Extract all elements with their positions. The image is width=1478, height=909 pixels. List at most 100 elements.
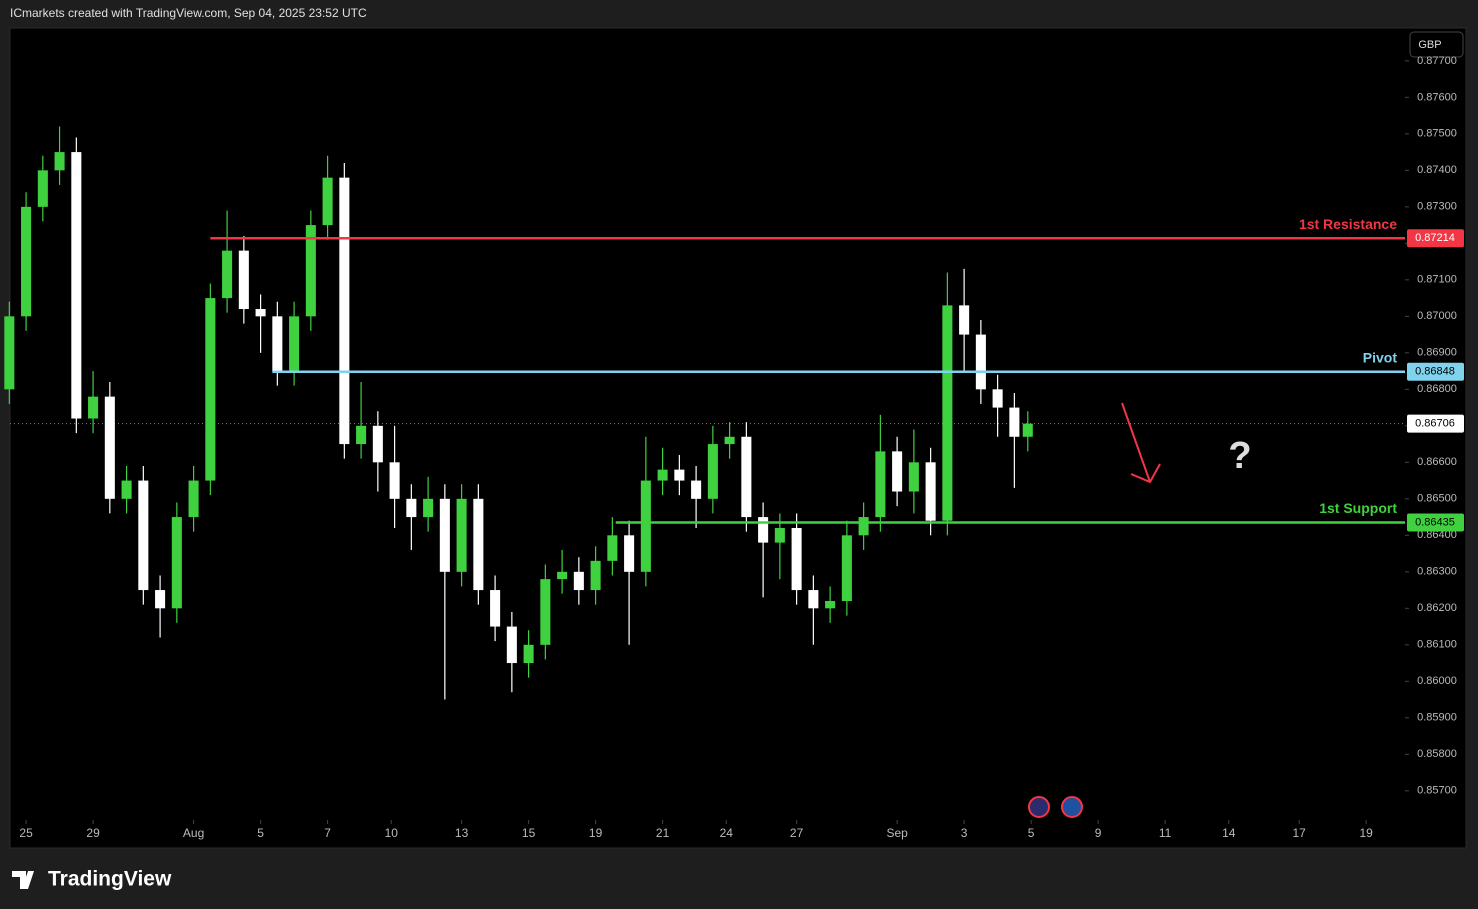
x-tick-label: 17	[1292, 826, 1306, 840]
price-tag-label: 0.87214	[1415, 232, 1455, 244]
y-tick-label: 0.87400	[1417, 164, 1457, 176]
candle-body	[858, 517, 869, 536]
candle-body	[272, 316, 283, 372]
candle-body	[808, 590, 819, 609]
currency: GBP	[1418, 39, 1441, 51]
candle-body	[975, 334, 986, 390]
y-tick-label: 0.86800	[1417, 383, 1457, 395]
annotation: ?	[1228, 435, 1251, 477]
price-tag	[1407, 414, 1464, 433]
candle-body	[791, 528, 802, 591]
y-tick-label: 0.87000	[1417, 310, 1457, 322]
level-label: 1st Resistance	[1299, 216, 1397, 232]
level-label: Pivot	[1363, 350, 1398, 366]
candle-body	[959, 305, 970, 335]
x-tick-label: 15	[522, 826, 536, 840]
candle-body	[640, 480, 651, 572]
y-tick-label: 0.87500	[1417, 128, 1457, 140]
candle-body	[356, 425, 367, 445]
candle-body	[741, 436, 752, 518]
candle-body	[188, 480, 199, 518]
candle-body	[540, 579, 551, 645]
y-tick-label: 0.85900	[1417, 712, 1457, 724]
candle-body	[590, 560, 601, 591]
candle-body	[121, 480, 132, 499]
candle-body	[222, 250, 233, 299]
price-tag-label: 0.86435	[1415, 516, 1455, 528]
x-tick-label: 11	[1159, 826, 1172, 840]
x-tick-label: 5	[1028, 826, 1035, 840]
y-tick-label: 0.87700	[1417, 55, 1457, 67]
x-tick-label: 27	[790, 826, 804, 840]
event-flag[interactable]	[1028, 796, 1050, 818]
candle-body	[71, 152, 82, 419]
candle-body	[4, 316, 15, 390]
price-tag-label: 0.86706	[1415, 418, 1455, 430]
candle-body	[624, 535, 635, 572]
y-tick-label: 0.87100	[1417, 274, 1457, 286]
event-flag[interactable]	[1061, 796, 1083, 818]
candle-body	[925, 462, 936, 521]
level-label: 1st Support	[1319, 500, 1397, 516]
candle-body	[875, 451, 886, 518]
candle-body	[841, 535, 852, 602]
candle-body	[406, 498, 417, 518]
candle-body	[423, 498, 434, 518]
candle-body	[1009, 407, 1020, 437]
candle-body	[774, 528, 785, 543]
y-tick-label: 0.87600	[1417, 91, 1457, 103]
y-tick-label: 0.86600	[1417, 456, 1457, 468]
candle-body	[155, 590, 166, 609]
candle-body	[942, 305, 953, 521]
x-tick-label: 19	[1359, 826, 1373, 840]
candle-body	[255, 309, 266, 317]
candle-body	[506, 626, 517, 664]
y-tick-label: 0.85800	[1417, 748, 1457, 760]
candle-body	[825, 601, 836, 609]
candle-body	[171, 517, 182, 609]
candle-body	[707, 444, 718, 499]
x-tick-label: Sep	[886, 826, 908, 840]
candle-body	[992, 389, 1003, 408]
candle-body	[908, 462, 919, 492]
candle-body	[37, 170, 48, 207]
x-tick-label: 10	[385, 826, 399, 840]
price-tag-label: 0.86848	[1415, 366, 1455, 378]
candle-body	[473, 498, 484, 591]
candle-body	[523, 644, 534, 664]
candle-body	[54, 152, 65, 171]
x-tick-label: 5	[257, 826, 264, 840]
candle-body	[607, 535, 618, 561]
x-tick-label: 29	[86, 826, 100, 840]
candle-body	[389, 462, 400, 499]
currency-button[interactable]	[1409, 31, 1464, 58]
candle-body	[205, 298, 216, 481]
candle-body	[758, 517, 769, 543]
y-tick-label: 0.87300	[1417, 201, 1457, 213]
candle-body	[1022, 423, 1033, 437]
candle-body	[439, 498, 450, 572]
candle-body	[724, 436, 735, 445]
x-tick-label: 19	[589, 826, 603, 840]
x-tick-label: 21	[656, 826, 670, 840]
candle-body	[238, 250, 249, 310]
x-tick-label: 13	[455, 826, 469, 840]
candle-body	[691, 480, 702, 499]
x-tick-label: 7	[324, 826, 331, 840]
arrow-head	[1130, 463, 1161, 484]
price-tag	[1407, 513, 1464, 532]
candle-body	[322, 177, 333, 226]
y-tick-label: 0.86100	[1417, 639, 1457, 651]
x-tick-label: 3	[961, 826, 968, 840]
candle-body	[490, 590, 501, 627]
candle-body	[104, 396, 115, 499]
candle-body	[674, 469, 685, 481]
price-tag	[1407, 229, 1464, 248]
candle-body	[892, 451, 903, 492]
x-tick-label: 9	[1095, 826, 1102, 840]
y-tick-label: 0.86500	[1417, 493, 1457, 505]
candle-body	[573, 571, 584, 591]
y-tick-label: 0.86400	[1417, 529, 1457, 541]
y-tick-label: 0.86900	[1417, 347, 1457, 359]
